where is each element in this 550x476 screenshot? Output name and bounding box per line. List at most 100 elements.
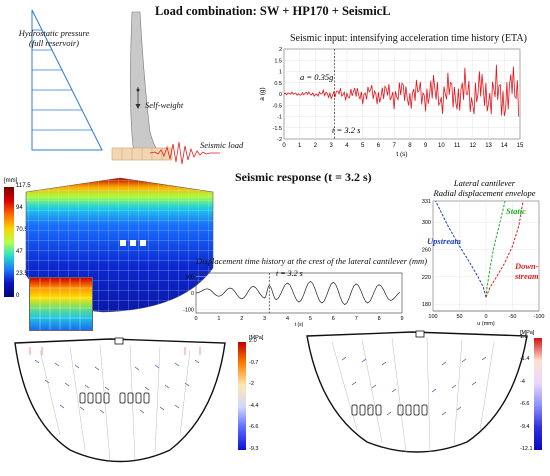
seismic-load-label: Seismic load: [200, 140, 244, 150]
seismic-input-chart: 0 1 2 3 4 5 6 7 8 9 10 11 12 13 14 15-2-1.5-1-0.500.511…: [259, 47, 524, 158]
label-upstream: Upstream: [427, 236, 461, 246]
x-axis-label: u (mm): [477, 321, 495, 327]
y-tick-label: -1.5: [273, 126, 282, 132]
x-tick-label: 100: [428, 314, 437, 320]
hydrostatic-label: Hydrostatic pressure (full reservoir): [18, 28, 90, 48]
y-tick-label: 220: [422, 275, 431, 281]
series-line-upstream: [435, 200, 487, 298]
colorbar-unit: [mm]: [4, 178, 18, 184]
x-tick-label: 5: [309, 316, 312, 322]
colorbar-tick-label: 70.5: [16, 227, 28, 233]
dam-section: [130, 11, 161, 155]
y-tick-label: 1.5: [274, 58, 282, 64]
x-tick-label: 5: [361, 143, 365, 149]
stress-left-gradient: [238, 342, 246, 450]
colorbar-tick-label: 2.0: [249, 338, 257, 344]
x-tick-label: 11: [454, 143, 461, 149]
y-tick-label: 331: [422, 199, 431, 205]
colorbar-tick-label: -0.7: [249, 359, 259, 366]
y-tick-label: -2: [277, 137, 282, 143]
colorbar-tick-label: -6.6: [520, 401, 530, 408]
x-axis-label: t (s): [295, 322, 304, 328]
colorbar-tick-label: 94: [16, 205, 23, 211]
x-tick-label: 13: [485, 143, 492, 149]
stress-left-unit: [MPa]: [249, 335, 264, 341]
cantilever-title: Lateral cantilever Radial displacement e…: [433, 178, 536, 198]
x-tick-label: 6: [332, 316, 335, 322]
disp-history-title: Displacement time history at the crest o…: [196, 256, 428, 266]
colorbar-tick-label: -9.3: [249, 446, 259, 452]
series-line-static: [485, 200, 506, 298]
hydrostatic-pressure-triangle: [31, 9, 103, 151]
colorbar-tick-label: 23.5: [16, 271, 28, 277]
y-tick-label: 260: [422, 248, 431, 254]
seismic-input-title: Seismic input: intensifying acceleration…: [290, 33, 527, 44]
x-tick-label: 0: [282, 143, 286, 149]
cantilever-chart: 100 50 0 -50 -100 331 300 260 220 180 u (mm): [422, 199, 545, 327]
colorbar-tick-label: 0: [16, 293, 20, 299]
y-tick-label: -100: [183, 308, 194, 314]
x-tick-label: 4: [345, 143, 349, 149]
x-tick-label: 9: [424, 143, 428, 149]
x-tick-label: 0: [194, 316, 197, 322]
x-tick-label: 50: [456, 314, 462, 320]
colorbar-tick-label: -12.1: [520, 446, 533, 452]
y-tick-label: 0.5: [274, 81, 282, 87]
colorbar-tick-label: -4: [520, 378, 525, 385]
x-tick-label: 1: [217, 316, 220, 322]
stress-plot-right: [306, 330, 528, 453]
colorbar-tick-label: 47: [16, 249, 23, 255]
y-tick-label: 2: [279, 47, 282, 53]
x-tick-label: 4: [286, 316, 289, 322]
x-tick-label: 3: [263, 316, 266, 322]
x-tick-label: 8: [408, 143, 412, 149]
dam-zoom-inset: [29, 277, 93, 331]
label-static: Static: [506, 206, 526, 216]
x-tick-label: 3: [330, 143, 334, 149]
seismic-response-title: Seismic response (t = 3.2 s): [235, 170, 372, 184]
colorbar-tick-label: -2: [249, 381, 254, 388]
y-tick-label: 180: [422, 302, 431, 308]
y-tick-label: 0: [279, 92, 282, 98]
colorbar-tick-label: -4.4: [249, 402, 259, 409]
stress-right-gradient: [534, 338, 542, 450]
x-tick-label: 8: [378, 316, 381, 322]
annot-a: a = 0.35g: [300, 72, 334, 82]
y-tick-label: -0.5: [273, 103, 282, 109]
displacement-series-line: [195, 280, 400, 306]
x-tick-label: 6: [377, 143, 381, 149]
colorbar-tick-label: -9.4: [520, 423, 530, 430]
colorbar-tick-label: 1.5: [520, 334, 528, 340]
x-tick-label: 7: [355, 316, 358, 322]
x-tick-label: 12: [469, 143, 476, 149]
colorbar-tick-label: -1.4: [520, 356, 530, 363]
x-tick-label: 2: [240, 316, 243, 322]
x-tick-label: 2: [314, 143, 318, 149]
x-tick-label: 14: [501, 143, 508, 149]
self-weight-label: Self-weight: [145, 100, 184, 110]
y-tick-label: 1: [279, 70, 282, 76]
x-tick-label: 1: [298, 143, 302, 149]
label-downstream: Down- stream: [515, 261, 539, 281]
colorbar-gradient: [4, 187, 14, 297]
x-tick-label: 0: [484, 314, 487, 320]
y-tick-label: 100: [185, 274, 194, 280]
y-tick-label: 0: [191, 291, 194, 297]
annot-t: t = 3.2 s: [332, 125, 361, 135]
y-tick-label: 300: [422, 220, 431, 226]
foundation-block: [111, 147, 173, 161]
inset-mesh: [30, 278, 92, 330]
x-tick-label: 9: [400, 316, 403, 322]
stress-plot-left: [14, 337, 226, 463]
x-tick-label: -100: [533, 314, 544, 320]
seismic-series-line: [283, 64, 520, 117]
y-tick-label: -1: [277, 115, 282, 121]
colorbar-tick-label: 117.5: [16, 183, 31, 189]
x-tick-label: 15: [517, 143, 524, 149]
colorbar-tick-label: -6.6: [249, 424, 259, 431]
y-axis-label: a (g): [259, 87, 266, 100]
stress-right-unit: [MPa]: [520, 330, 535, 336]
load-combination-title: Load combination: SW + HP170 + SeismicL: [155, 4, 391, 18]
disp-annot-t: t = 3.2 s: [276, 269, 303, 278]
